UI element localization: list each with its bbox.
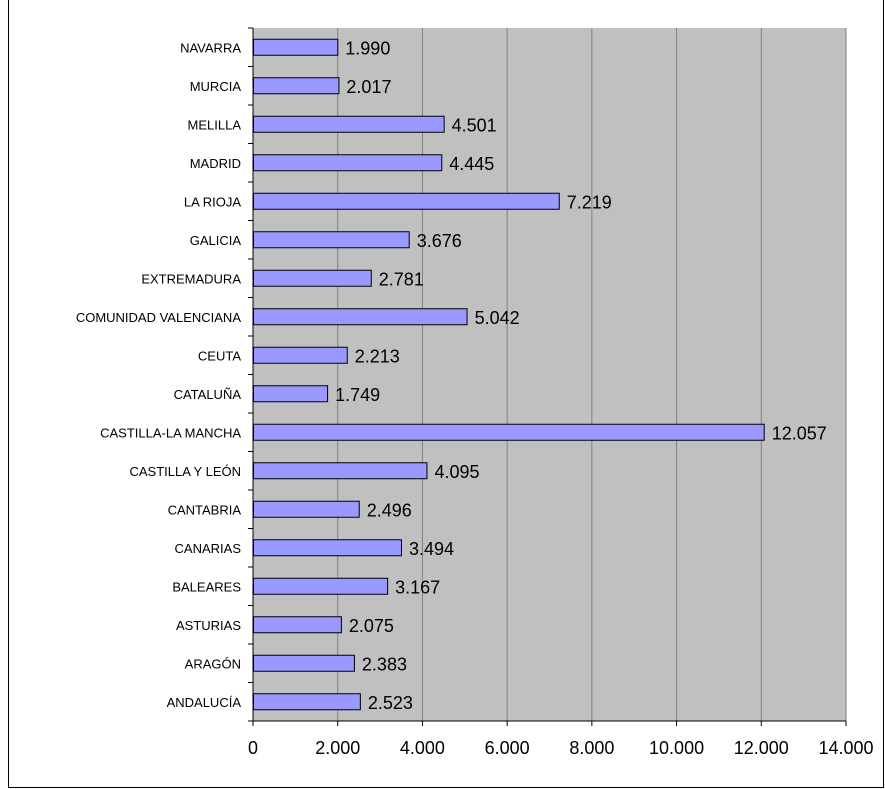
data-label: 2.496 xyxy=(367,500,412,520)
category-label: CEUTA xyxy=(198,348,241,363)
category-label: CANARIAS xyxy=(175,541,242,556)
data-label: 3.494 xyxy=(409,539,454,559)
category-label: GALICIA xyxy=(190,233,242,248)
category-label: CASTILLA-LA MANCHA xyxy=(100,425,241,440)
data-labels: 1.990 2.017 4.501 4.445 7.219 3.676 2.781 5.042… xyxy=(335,38,827,713)
bar xyxy=(253,346,348,364)
category-label: MURCIA xyxy=(190,79,242,94)
category-label: ARAGÓN xyxy=(185,656,241,671)
data-label: 4.501 xyxy=(452,115,497,135)
bar xyxy=(253,192,560,210)
bar xyxy=(253,231,410,249)
bar xyxy=(253,693,361,711)
data-label: 2.523 xyxy=(368,693,413,713)
bar xyxy=(253,269,372,287)
x-tick-label: 10.000 xyxy=(649,738,704,758)
category-label: ASTURIAS xyxy=(176,618,241,633)
tick-labels: 0 2.000 4.000 6.000 8.000 10.000 12.000 14.000 xyxy=(248,738,874,758)
data-label: 3.676 xyxy=(417,231,462,251)
bar xyxy=(253,38,339,56)
x-tick-label: 12.000 xyxy=(734,738,789,758)
x-tick-label: 4.000 xyxy=(400,738,445,758)
category-labels: NAVARRA MURCIA MELILLA MADRID LA RIOJA GALICI… xyxy=(76,40,242,710)
bar xyxy=(253,462,428,480)
bar xyxy=(253,654,355,672)
data-label: 2.781 xyxy=(379,269,424,289)
category-label: BALEARES xyxy=(172,579,241,594)
category-label: EXTREMADURA xyxy=(141,271,241,286)
category-label: MADRID xyxy=(190,156,241,171)
category-label: CANTABRIA xyxy=(168,502,242,517)
data-label: 7.219 xyxy=(567,192,612,212)
axes xyxy=(248,27,847,726)
category-label: MELILLA xyxy=(188,117,242,132)
bar xyxy=(253,423,765,441)
bar xyxy=(253,115,445,133)
category-label: LA RIOJA xyxy=(184,194,241,209)
category-label: ANDALUCÍA xyxy=(167,695,242,710)
x-tick-label: 14.000 xyxy=(818,738,873,758)
data-label: 2.075 xyxy=(349,616,394,636)
category-label: CASTILLA Y LEÓN xyxy=(129,464,241,479)
data-label: 1.990 xyxy=(345,38,390,58)
bar xyxy=(253,500,360,518)
category-label: NAVARRA xyxy=(180,40,241,55)
gridlines xyxy=(337,28,847,721)
data-label: 2.017 xyxy=(346,77,391,97)
bar xyxy=(253,385,329,403)
data-label: 4.445 xyxy=(449,154,494,174)
data-label: 5.042 xyxy=(475,308,520,328)
x-tick-label: 2.000 xyxy=(315,738,360,758)
data-label: 2.383 xyxy=(362,654,407,674)
data-label: 2.213 xyxy=(355,346,400,366)
x-tick-label: 6.000 xyxy=(485,738,530,758)
plot-area xyxy=(253,28,846,721)
data-label: 4.095 xyxy=(434,462,479,482)
data-label: 3.167 xyxy=(395,577,440,597)
category-label: CATALUÑA xyxy=(174,387,242,402)
bar xyxy=(253,577,389,595)
bars xyxy=(253,38,765,711)
x-tick-label: 0 xyxy=(248,738,258,758)
bar xyxy=(253,77,340,95)
x-tick-label: 8.000 xyxy=(569,738,614,758)
bar xyxy=(253,308,468,326)
bar xyxy=(253,616,342,634)
category-label: COMUNIDAD VALENCIANA xyxy=(76,310,242,325)
bar xyxy=(253,539,402,557)
data-label: 12.057 xyxy=(772,423,827,443)
bar xyxy=(253,154,443,172)
data-label: 1.749 xyxy=(335,385,380,405)
